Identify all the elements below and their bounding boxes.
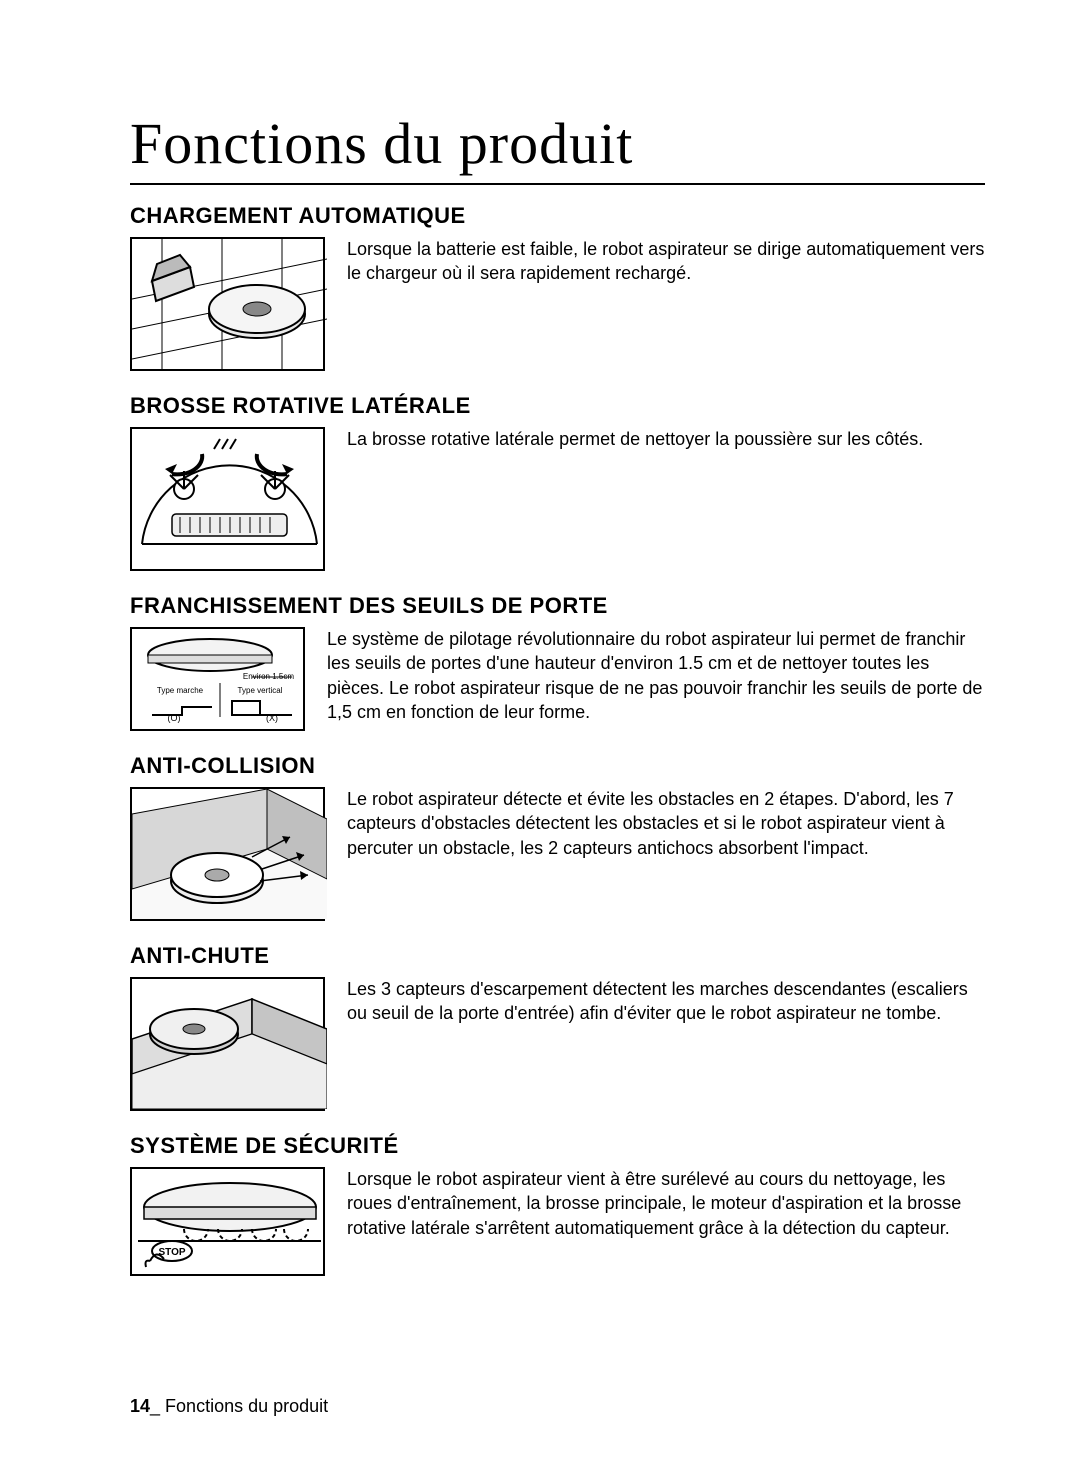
- heading-chute: ANTI-CHUTE: [130, 943, 985, 969]
- label-o: (O): [168, 713, 181, 723]
- illustration-collision: [130, 787, 325, 921]
- section-chute: ANTI-CHUTE Les 3 capteurs d'escarpement …: [130, 943, 985, 1111]
- illustration-securite: STOP: [130, 1167, 325, 1276]
- page-title: Fonctions du produit: [130, 110, 985, 185]
- text-brosse: La brosse rotative latérale permet de ne…: [347, 427, 923, 571]
- text-seuils: Le système de pilotage révolutionnaire d…: [327, 627, 985, 731]
- section-brosse: BROSSE ROTATIVE LATÉRALE: [130, 393, 985, 571]
- illustration-chute: [130, 977, 325, 1111]
- section-seuils: FRANCHISSEMENT DES SEUILS DE PORTE Envir…: [130, 593, 985, 731]
- label-env: Environ 1.5cm: [243, 672, 294, 681]
- label-left: Type marche: [157, 686, 204, 695]
- text-chargement: Lorsque la batterie est faible, le robot…: [347, 237, 985, 371]
- heading-seuils: FRANCHISSEMENT DES SEUILS DE PORTE: [130, 593, 985, 619]
- heading-securite: SYSTÈME DE SÉCURITÉ: [130, 1133, 985, 1159]
- heading-chargement: CHARGEMENT AUTOMATIQUE: [130, 203, 985, 229]
- section-securite: SYSTÈME DE SÉCURITÉ STOP Lorsque le robo…: [130, 1133, 985, 1276]
- text-securite: Lorsque le robot aspirateur vient à être…: [347, 1167, 985, 1276]
- text-collision: Le robot aspirateur détecte et évite les…: [347, 787, 985, 921]
- text-chute: Les 3 capteurs d'escarpement détectent l…: [347, 977, 985, 1111]
- heading-brosse: BROSSE ROTATIVE LATÉRALE: [130, 393, 985, 419]
- heading-collision: ANTI-COLLISION: [130, 753, 985, 779]
- illustration-chargement: [130, 237, 325, 371]
- page-footer: 14_ Fonctions du produit: [130, 1396, 328, 1417]
- section-collision: ANTI-COLLISION: [130, 753, 985, 921]
- footer-label: Fonctions du produit: [165, 1396, 328, 1416]
- section-chargement: CHARGEMENT AUTOMATIQUE Lorsque la batter: [130, 203, 985, 371]
- illustration-brosse: [130, 427, 325, 571]
- label-x: (X): [266, 713, 278, 723]
- label-right: Type vertical: [238, 686, 283, 695]
- illustration-seuils: Environ 1.5cm Type marche Type vertical …: [130, 627, 305, 731]
- page-number: 14: [130, 1396, 150, 1416]
